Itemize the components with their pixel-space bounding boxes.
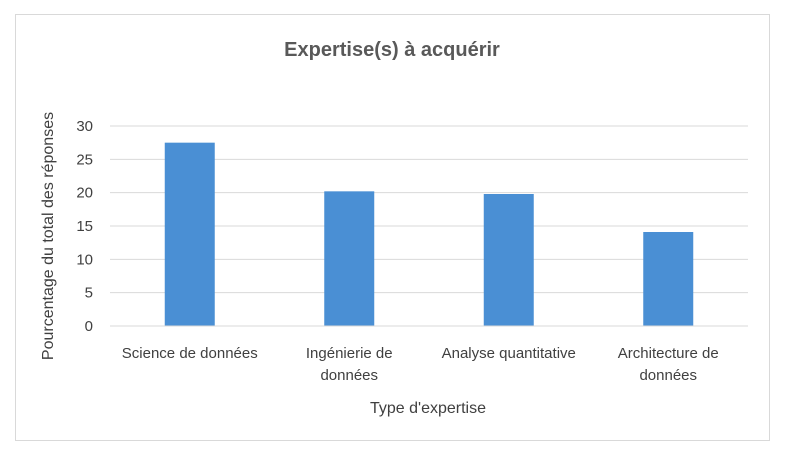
y-tick-label: 0	[85, 318, 93, 335]
y-axis-ticks: 0 5 10 15 20 25 30	[76, 118, 93, 335]
y-tick-label: 20	[76, 185, 93, 202]
y-tick-label: 5	[85, 285, 93, 302]
x-tick-label: Ingénierie de données	[306, 345, 393, 384]
x-axis-ticks: Science de données Ingénierie de données An…	[122, 345, 719, 384]
y-axis-title: Pourcentage du total des réponses	[40, 112, 57, 360]
bar	[324, 191, 375, 326]
x-tick-label: Science de données	[122, 345, 258, 362]
bar	[483, 194, 534, 326]
y-tick-label: 15	[76, 218, 93, 235]
x-tick-label: Analyse quantitative	[442, 345, 576, 362]
y-tick-label: 10	[76, 251, 93, 268]
bar	[643, 232, 694, 326]
x-axis-title: Type d'expertise	[370, 400, 486, 417]
chart-frame	[15, 14, 770, 441]
gridlines	[110, 125, 748, 294]
y-tick-label: 30	[76, 118, 93, 135]
chart-title: Expertise(s) à acquérir	[284, 39, 500, 61]
x-tick-label: Architecture de données	[618, 345, 719, 384]
y-tick-label: 25	[76, 151, 93, 168]
bars	[164, 142, 694, 326]
bar	[164, 142, 215, 326]
